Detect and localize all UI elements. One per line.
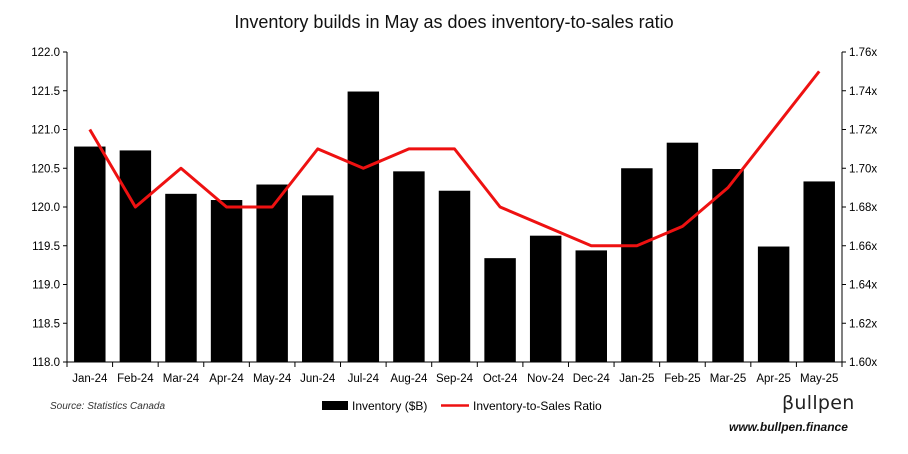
bar-Feb-25 <box>666 142 699 362</box>
axes-layer: 118.0 118.5 119.0 119.5 120.0 120.5 121.0 121.5… <box>31 47 877 385</box>
y-tick-label-right: 1.66x <box>849 241 877 253</box>
y-tick-label-left: 119.5 <box>32 241 60 253</box>
x-tick-label: Apr-25 <box>756 373 791 385</box>
y-tick-label-right: 1.70x <box>849 163 877 175</box>
y-tick-label-right: 1.72x <box>849 125 877 137</box>
bar-Nov-24 <box>529 235 562 362</box>
bar-Feb-24 <box>119 150 152 362</box>
x-tick-label: Mar-25 <box>710 373 746 385</box>
y-tick-label-right: 1.62x <box>849 318 877 330</box>
legend: Inventory ($B) Inventory-to-Sales Ratio <box>322 399 602 413</box>
bar-May-24 <box>256 184 288 362</box>
x-tick-label: Jan-25 <box>619 373 654 385</box>
y-tick-label-right: 1.68x <box>849 202 877 214</box>
legend-swatch-inventory <box>322 401 348 410</box>
x-tick-label: Apr-24 <box>209 373 244 385</box>
line-layer <box>88 70 821 248</box>
y-tick-label-right: 1.74x <box>849 86 877 98</box>
bars-layer <box>74 91 835 362</box>
legend-label-inventory: Inventory ($B) <box>352 399 427 413</box>
bar-Apr-25 <box>757 246 790 362</box>
bar-Mar-24 <box>165 193 197 362</box>
bar-Apr-24 <box>210 200 243 362</box>
legend-label-ratio: Inventory-to-Sales Ratio <box>473 399 602 413</box>
bar-Aug-24 <box>393 171 425 362</box>
x-tick-label: Mar-24 <box>163 373 200 385</box>
x-tick-label: Dec-24 <box>573 373 611 385</box>
bar-Jul-24 <box>347 91 380 362</box>
chart-title: Inventory builds in May as does inventor… <box>234 12 674 32</box>
y-tick-label-left: 118.0 <box>32 357 60 369</box>
x-tick-label: Sep-24 <box>436 373 474 385</box>
bar-Jan-25 <box>621 168 653 362</box>
x-tick-label: Feb-24 <box>117 373 154 385</box>
source-note: Source: Statistics Canada <box>50 401 166 412</box>
bar-May-25 <box>803 181 835 362</box>
brand-url[interactable]: www.bullpen.finance <box>729 420 848 434</box>
ratio-line <box>88 70 821 248</box>
y-tick-label-right: 1.76x <box>849 47 877 59</box>
y-tick-label-left: 121.5 <box>31 86 60 98</box>
bar-Oct-24 <box>484 258 516 362</box>
x-tick-label: May-25 <box>800 373 838 385</box>
brand-logo: βullpen <box>782 392 855 414</box>
y-tick-label-left: 118.5 <box>32 318 60 330</box>
bar-Sep-24 <box>438 190 471 362</box>
x-tick-label: Jul-24 <box>348 373 380 385</box>
y-tick-label-left: 120.5 <box>31 163 60 175</box>
bar-Jan-24 <box>74 146 106 362</box>
y-tick-label-right: 1.64x <box>849 280 877 292</box>
x-tick-label: Aug-24 <box>390 373 428 385</box>
bar-Jun-24 <box>302 195 334 362</box>
x-tick-label: Jun-24 <box>300 373 336 385</box>
y-tick-label-left: 121.0 <box>31 125 60 137</box>
x-tick-label: Nov-24 <box>527 373 565 385</box>
y-tick-label-left: 120.0 <box>31 202 60 214</box>
x-tick-label: Oct-24 <box>483 373 518 385</box>
bar-Mar-25 <box>712 169 744 362</box>
x-tick-label: Feb-25 <box>664 373 700 385</box>
y-tick-label-right: 1.60x <box>849 357 877 369</box>
y-tick-label-left: 122.0 <box>31 47 60 59</box>
x-tick-label: Jan-24 <box>72 373 108 385</box>
bar-Dec-24 <box>575 250 607 362</box>
y-tick-label-left: 119.0 <box>32 280 60 292</box>
x-tick-label: May-24 <box>253 373 292 385</box>
